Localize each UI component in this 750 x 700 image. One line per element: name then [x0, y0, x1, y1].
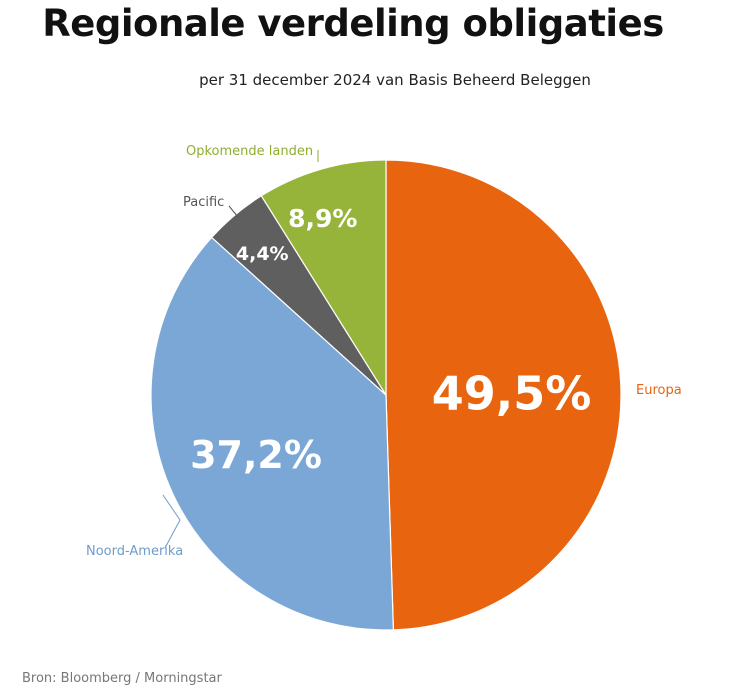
chart-title: Regionale verdeling obligaties — [42, 2, 664, 45]
pct-label-noord-amerika: 37,2% — [190, 433, 322, 477]
slice-noord-amerika — [150, 236, 395, 631]
category-label-europa: Europa — [636, 383, 682, 398]
pct-label-opkomende-landen: 8,9% — [288, 204, 357, 233]
slice-europa — [385, 159, 622, 631]
slice-opkomende-landen — [260, 159, 387, 398]
label-leaders — [162, 150, 319, 549]
pie-slices — [150, 159, 622, 631]
chart-subtitle: per 31 december 2024 van Basis Beheerd B… — [199, 71, 591, 89]
leader-line-pacific — [228, 205, 239, 218]
leader-line-noord-amerika — [162, 494, 181, 549]
pie-labels: 49,5% Europa 37,2% Noord-Amerika 4,4% Pacific… — [86, 144, 682, 559]
pct-label-pacific: 4,4% — [236, 243, 289, 265]
pct-label-europa: 49,5% — [432, 366, 592, 420]
category-label-opkomende-landen: Opkomende landen — [186, 144, 313, 159]
category-label-pacific: Pacific — [183, 195, 224, 210]
category-label-noord-amerika: Noord-Amerika — [86, 544, 183, 559]
source-note: Bron: Bloomberg / Morningstar — [22, 671, 222, 686]
